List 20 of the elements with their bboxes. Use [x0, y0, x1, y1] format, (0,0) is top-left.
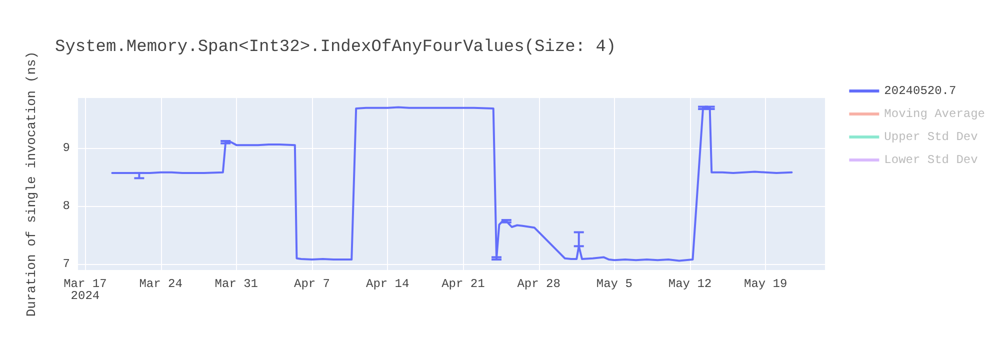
y-tick-label: 7: [62, 257, 70, 272]
y-tick-label: 9: [62, 140, 70, 155]
x-tick-label: Mar 31: [214, 277, 258, 291]
x-tick-label: May 5: [596, 277, 632, 291]
legend-label: Moving Average: [884, 107, 986, 121]
x-tick-label: Mar 24: [139, 277, 182, 291]
x-tick-label: May 19: [744, 277, 788, 291]
x-tick-label: Apr 21: [442, 277, 485, 291]
x-tick-label: Apr 7: [294, 277, 330, 291]
x-tick-label: Apr 28: [517, 277, 560, 291]
legend-label: Lower Std Dev: [884, 153, 978, 167]
chart-title: System.Memory.Span<Int32>.IndexOfAnyFourValues(Size: 4): [55, 38, 616, 57]
x-tick-label: May 12: [668, 277, 712, 291]
y-axis-title: Duration of single invocation (ns): [24, 51, 39, 317]
x-tick-label: Apr 14: [366, 277, 410, 291]
x-tick-label: Mar 17 2024: [64, 277, 107, 303]
y-tick-label: 8: [62, 199, 70, 214]
legend-label: Upper Std Dev: [884, 130, 978, 144]
legend-label: 20240520.7: [884, 84, 956, 98]
line-series: [111, 106, 793, 262]
